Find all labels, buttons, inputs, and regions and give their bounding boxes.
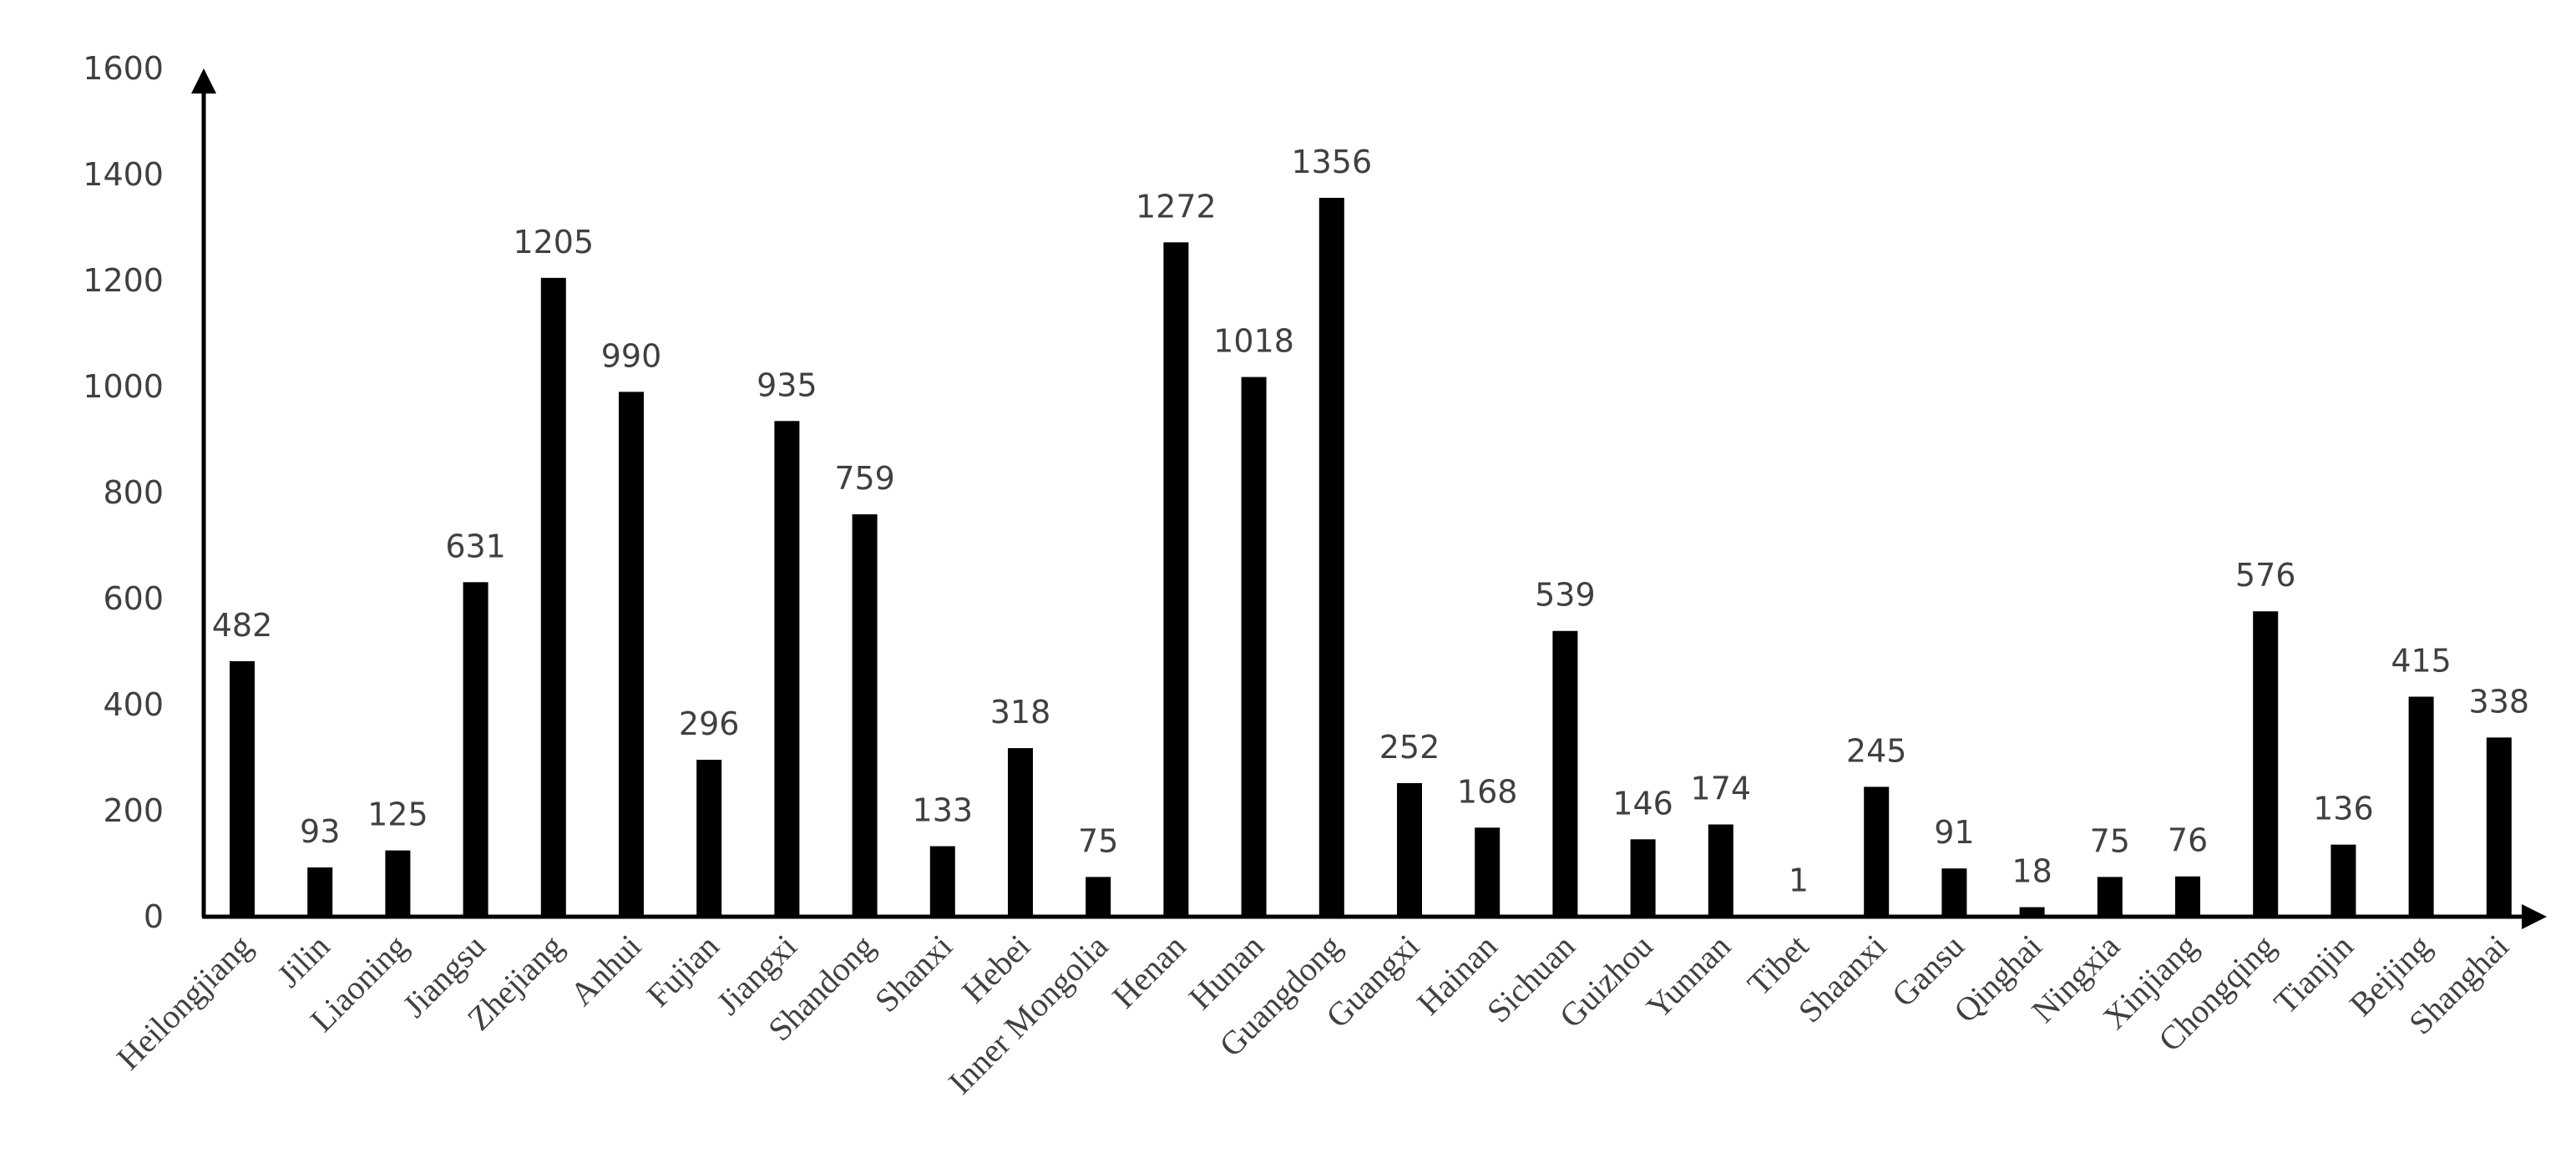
bar	[696, 760, 722, 917]
bar	[1864, 786, 1890, 917]
y-tick-label: 800	[103, 474, 164, 511]
bar	[307, 867, 333, 917]
data-label: 1205	[513, 224, 594, 260]
data-label: 338	[2469, 683, 2530, 720]
bar	[1552, 630, 1578, 917]
bar	[1008, 748, 1033, 917]
bar	[1241, 377, 1267, 917]
x-tick-label: Heilongjiang	[109, 928, 260, 1078]
data-label: 576	[2235, 557, 2296, 594]
data-label: 631	[445, 528, 506, 564]
data-label: 935	[757, 367, 817, 403]
data-label: 318	[990, 694, 1051, 731]
data-label: 482	[212, 607, 273, 644]
data-label: 415	[2391, 642, 2452, 679]
bar	[463, 582, 488, 917]
x-tick-label: Anhui	[563, 928, 649, 1014]
bar	[1708, 824, 1733, 917]
data-label: 76	[2168, 822, 2208, 859]
data-label: 136	[2313, 791, 2374, 827]
data-label: 133	[913, 792, 974, 829]
bar	[2019, 907, 2045, 917]
data-label: 125	[367, 796, 428, 833]
x-tick-label: Shaanxi	[1791, 928, 1894, 1030]
data-label: 91	[1934, 814, 1974, 851]
bar	[619, 392, 644, 918]
bar	[1941, 868, 1967, 917]
data-label: 18	[2012, 853, 2052, 890]
bar	[385, 850, 411, 917]
y-tick-label: 1000	[83, 368, 164, 405]
x-tick-label: Fujian	[639, 928, 726, 1014]
data-label: 252	[1379, 729, 1440, 766]
data-label: 1272	[1136, 188, 1217, 225]
bar	[1475, 827, 1501, 917]
bar	[1086, 877, 1111, 917]
data-label: 539	[1535, 577, 1596, 614]
x-tick-label: Tianjin	[2266, 928, 2361, 1022]
bar	[852, 514, 878, 917]
bar	[2253, 611, 2279, 917]
data-label: 245	[1846, 732, 1907, 769]
y-tick-label: 600	[103, 580, 164, 617]
bar	[230, 660, 255, 917]
bar	[1630, 839, 1656, 917]
x-tick-label: Shanxi	[868, 928, 959, 1019]
y-tick-label: 200	[103, 792, 164, 829]
data-label: 296	[679, 705, 740, 742]
bar	[1397, 782, 1422, 917]
x-tick-label: Qinghai	[1946, 928, 2049, 1030]
bar	[2097, 877, 2123, 917]
bars-layer	[230, 197, 2512, 918]
y-tick-label: 0	[144, 898, 164, 935]
bar	[2175, 876, 2200, 917]
data-label: 990	[601, 337, 662, 374]
data-label: 174	[1691, 771, 1752, 807]
bar	[540, 277, 566, 917]
y-ticks-layer: 0 200 400 600 800 1000 1200 1400 1600	[83, 50, 164, 935]
data-label: 1	[1789, 862, 1809, 898]
data-label: 75	[2090, 822, 2130, 859]
x-tick-label: Jilin	[270, 928, 337, 995]
bar	[929, 846, 955, 917]
bar	[1163, 242, 1189, 917]
data-label: 1018	[1213, 323, 1294, 360]
bar	[774, 421, 800, 917]
bar	[1318, 197, 1344, 917]
x-axis-arrow-icon	[2522, 904, 2547, 929]
y-axis-arrow-icon	[191, 68, 216, 94]
data-label: 75	[1078, 822, 1118, 859]
data-label: 1356	[1291, 144, 1372, 180]
data-labels-layer: 482 93 125 631 1205 990 296 935 759 133 318 75 1272 1…	[212, 144, 2529, 898]
y-tick-label: 400	[103, 686, 164, 723]
data-label: 168	[1457, 773, 1518, 810]
data-label: 146	[1612, 785, 1673, 822]
x-tick-label: Henan	[1105, 928, 1193, 1016]
y-tick-label: 1400	[83, 156, 164, 193]
y-tick-label: 1200	[83, 262, 164, 299]
axes-layer	[191, 68, 2547, 929]
y-tick-label: 1600	[83, 50, 164, 87]
bar	[2331, 844, 2356, 917]
data-label: 93	[300, 813, 340, 850]
bar	[2408, 696, 2434, 917]
data-label: 759	[834, 460, 895, 497]
x-tick-label: Yunnan	[1639, 928, 1738, 1026]
x-ticks-layer: Heilongjiang JilinLiaoningJiangsuZhejiang…	[109, 927, 2516, 1101]
bar	[2486, 737, 2512, 917]
